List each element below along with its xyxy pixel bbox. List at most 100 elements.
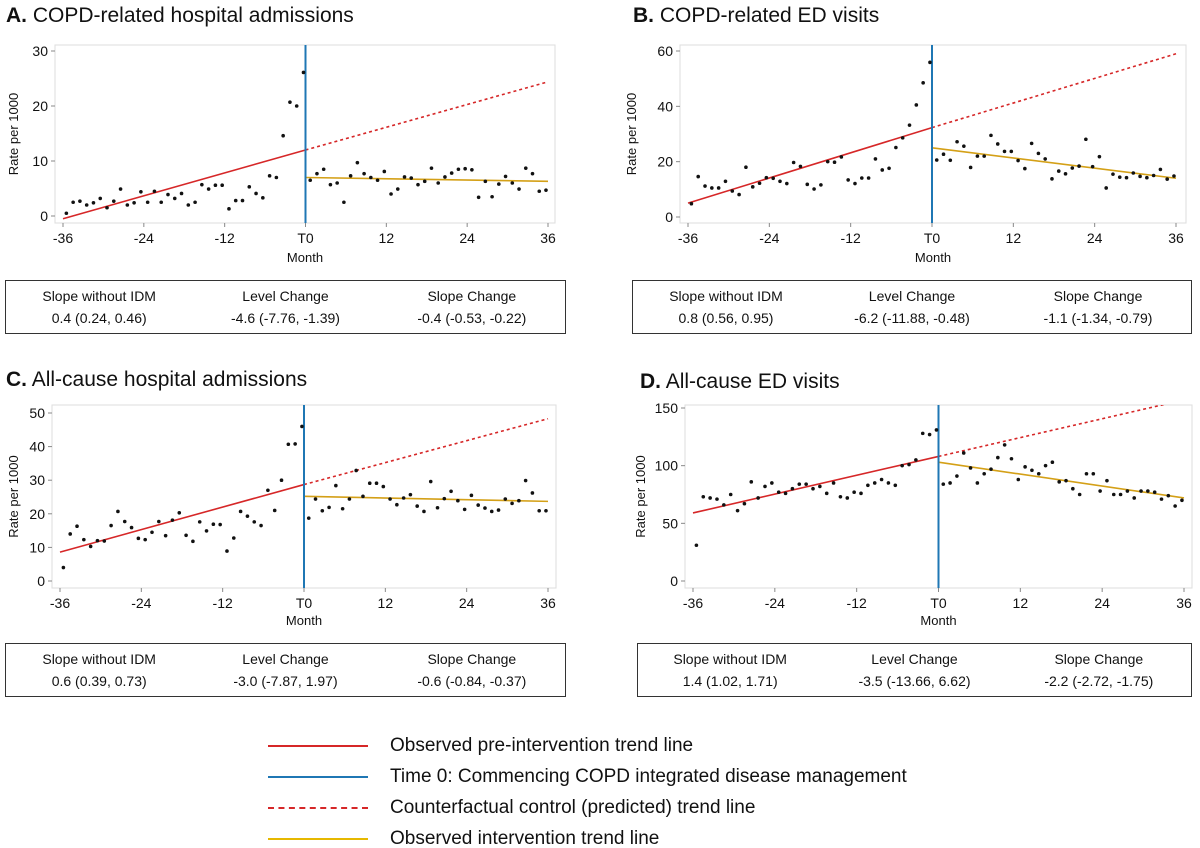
- data-point-pre: [744, 165, 748, 169]
- data-point-pre: [838, 495, 843, 499]
- data-point-pre: [116, 509, 120, 514]
- data-point-post: [362, 171, 366, 176]
- data-point-post: [382, 169, 387, 174]
- y-tick-label: 10: [32, 153, 48, 169]
- data-point-post: [1050, 460, 1055, 465]
- pre-intervention-trend-line: [692, 455, 939, 514]
- data-point-pre: [715, 497, 719, 501]
- data-point-pre: [88, 544, 93, 549]
- data-point-pre: [267, 174, 272, 178]
- data-point-pre: [91, 201, 96, 205]
- data-point-pre: [900, 136, 905, 140]
- data-point-post: [1145, 175, 1149, 180]
- data-point-post: [462, 507, 467, 512]
- data-point-pre: [689, 201, 694, 206]
- data-point-post: [1097, 154, 1102, 159]
- x-tick-label: -12: [847, 595, 867, 611]
- stat-label: Slope without IDM: [669, 288, 783, 304]
- data-point-post: [1023, 166, 1027, 171]
- x-tick-label: 36: [540, 230, 556, 246]
- data-point-pre: [172, 196, 177, 201]
- data-point-post: [1016, 158, 1020, 163]
- data-point-post: [961, 451, 966, 455]
- panel-b-title: B. COPD-related ED visits: [633, 4, 880, 27]
- data-point-post: [1146, 489, 1150, 493]
- data-point-post: [1036, 471, 1041, 476]
- data-point-post: [1064, 478, 1068, 483]
- counterfactual-trend-line: [305, 81, 549, 151]
- data-point-post: [503, 174, 508, 179]
- data-point-pre: [934, 428, 939, 432]
- data-point-pre: [105, 205, 109, 210]
- data-point-post: [388, 497, 392, 501]
- data-point-post: [948, 158, 953, 163]
- data-point-post: [1002, 443, 1007, 447]
- y-axis-label: Rate per 1000: [624, 93, 639, 175]
- data-point-post: [968, 466, 973, 470]
- y-tick-label: 10: [29, 539, 45, 555]
- data-point-post: [934, 158, 939, 162]
- data-point-pre: [111, 199, 116, 203]
- data-point-pre: [831, 481, 836, 485]
- x-axis-label: Month: [286, 613, 322, 628]
- data-point-pre: [82, 537, 86, 542]
- data-point-pre: [825, 159, 830, 164]
- data-point-pre: [852, 490, 856, 494]
- x-tick-label: 36: [1168, 230, 1184, 246]
- intervention-trend-line: [931, 147, 1177, 180]
- data-point-post: [429, 166, 434, 170]
- data-point-post: [941, 152, 946, 156]
- data-point-post: [395, 502, 399, 507]
- data-point-post: [354, 468, 358, 473]
- data-point-pre: [157, 519, 161, 524]
- data-point-pre: [139, 190, 143, 194]
- data-point-pre: [78, 199, 82, 203]
- data-point-pre: [728, 492, 733, 497]
- data-point-post: [955, 474, 959, 478]
- data-point-pre: [197, 520, 202, 524]
- data-point-post: [476, 195, 481, 200]
- y-tick-label: 150: [655, 400, 679, 416]
- y-tick-label: 0: [665, 209, 673, 225]
- y-axis-label: Rate per 1000: [6, 93, 21, 175]
- data-point-post: [510, 181, 515, 185]
- legend-item-pre-trend: Observed pre-intervention trend line: [268, 730, 907, 761]
- stat-label: Slope without IDM: [42, 288, 156, 304]
- data-point-post: [449, 489, 453, 494]
- data-point-post: [334, 483, 338, 488]
- data-point-pre: [191, 539, 195, 544]
- panel-a-title: A. COPD-related hospital admissions: [6, 4, 354, 27]
- data-point-pre: [763, 484, 767, 489]
- data-point-post: [1016, 477, 1021, 482]
- data-point-post: [989, 133, 993, 138]
- data-point-pre: [853, 181, 857, 186]
- data-point-post: [435, 505, 440, 510]
- data-point-pre: [879, 477, 884, 482]
- y-tick-label: 0: [40, 208, 48, 224]
- data-point-post: [1084, 137, 1088, 142]
- stat-value: 0.4 (0.24, 0.46): [51, 310, 147, 326]
- data-point-pre: [84, 203, 89, 207]
- data-point-post: [1151, 173, 1156, 178]
- data-point-post: [483, 179, 488, 184]
- stat-label: Slope Change: [427, 651, 517, 667]
- data-point-post: [1125, 489, 1130, 493]
- data-point-post: [1023, 465, 1027, 469]
- data-point-pre: [804, 482, 808, 486]
- data-point-pre: [872, 481, 877, 485]
- data-point-post: [989, 467, 993, 471]
- data-point-pre: [839, 155, 844, 159]
- data-point-post: [1166, 493, 1171, 498]
- y-tick-label: 60: [657, 43, 673, 59]
- stat-label: Slope Change: [1053, 288, 1143, 304]
- y-tick-label: 20: [29, 506, 45, 522]
- data-point-post: [463, 166, 467, 171]
- data-point-post: [1030, 468, 1034, 473]
- data-point-pre: [204, 529, 209, 533]
- intervention-trend-line: [938, 461, 1185, 499]
- x-tick-label: -36: [50, 595, 70, 611]
- data-point-post: [456, 167, 461, 172]
- stat-label: Level Change: [242, 651, 329, 667]
- data-point-post: [415, 504, 419, 508]
